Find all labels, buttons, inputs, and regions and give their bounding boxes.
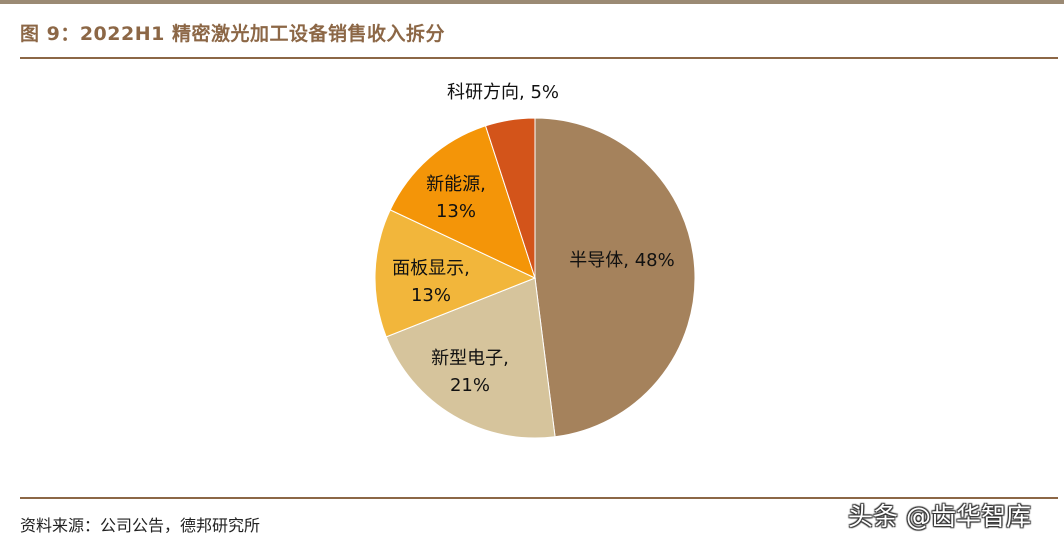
source-note: 资料来源：公司公告，德邦研究所 (20, 516, 261, 535)
pie-slice-1 (534, 117, 696, 438)
title-rule (20, 57, 1058, 59)
slice-label-3: 面板显示, 13% (392, 258, 470, 306)
slice-label-5: 科研方向, 5% (447, 82, 559, 103)
pie-slice-4 (389, 125, 536, 279)
figure-title: 图 9：2022H1 精密激光加工设备销售收入拆分 (20, 23, 445, 45)
pie-slice-5 (484, 117, 536, 279)
bottom-rule (20, 497, 1058, 499)
slice-label-1: 半导体, 48% (569, 250, 674, 271)
slice-label-2: 新型电子, 21% (431, 348, 509, 396)
top-rule (0, 0, 1064, 4)
pie-slice-2 (385, 277, 556, 439)
watermark: 头条 @齿华智库 (848, 502, 1031, 531)
slice-label-4: 新能源, 13% (426, 174, 486, 222)
pie-slice-3 (374, 209, 537, 338)
